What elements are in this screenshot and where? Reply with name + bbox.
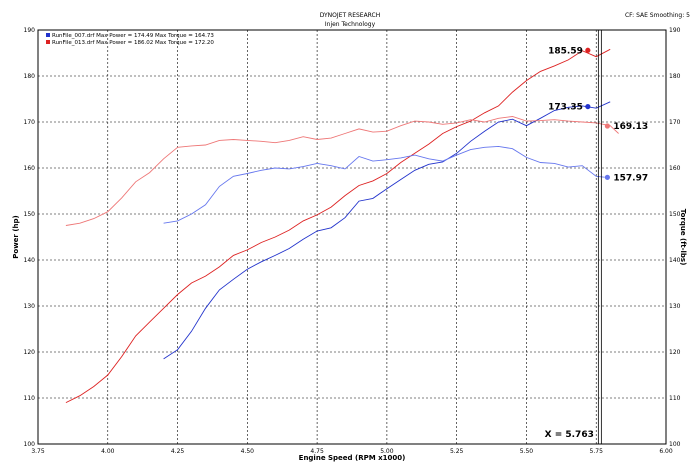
y-tick-label: 110 [24,395,36,402]
grid [38,30,666,444]
marker-label: 173.35 [548,103,583,113]
y2-tick-label: 100 [669,441,681,448]
x-tick-label: 3.75 [31,448,45,455]
x-tick-label: 5.75 [590,448,604,455]
header-subtitle: Injen Technology [325,21,376,28]
y2-axis-title: Torque (ft-lbs) [679,209,687,266]
header-settings: CF: SAE Smoothing: 5 [625,12,690,19]
y2-tick-label: 140 [669,257,681,264]
y-tick-label: 180 [24,73,36,80]
y-tick-label: 120 [24,349,36,356]
y-axis-title: Power (hp) [12,215,20,258]
x-tick-label: 5.25 [450,448,464,455]
x-tick-label: 4.25 [171,448,185,455]
y-tick-label: 150 [24,211,36,218]
legend-swatch-013 [46,40,50,44]
x-tick-label: 5.50 [520,448,534,455]
marker-dot [585,103,591,110]
legend-swatch-007 [46,33,50,37]
y2-tick-label: 170 [669,119,681,126]
series-line-runfile-013-drf-torque [65,116,619,226]
y-tick-label: 130 [24,303,36,310]
series-line-runfile-013-drf-power [65,48,611,404]
y-tick-label: 170 [24,119,36,126]
y2-tick-label: 160 [669,165,681,172]
y2-tick-label: 120 [669,349,681,356]
y-axis-ticks: 100 110 120 130 140 150 160 170 180 190 [24,27,36,448]
marker-label: 157.97 [613,173,648,183]
marker-dot [604,123,610,129]
marker-dot [585,47,591,53]
x-tick-label: 6.00 [659,448,673,455]
x-axis-title: Engine Speed (RPM x1000) [299,454,406,462]
cursor[interactable]: X = 5.763 [545,30,602,444]
y-tick-label: 160 [24,165,36,172]
y2-tick-label: 130 [669,303,681,310]
markers: 185.59 173.35 169.13 157.97 [548,46,648,183]
y2-tick-label: 190 [669,27,681,34]
x-axis-ticks: 3.75 4.00 4.25 4.50 4.75 5.00 5.25 5.50 5.75 6.00 [31,448,673,455]
y-tick-label: 100 [24,441,36,448]
x-tick-label: 5.00 [380,448,394,455]
series-line-runfile-007-drf-torque [163,145,605,224]
marker-label: 185.59 [548,46,583,56]
y-tick-label: 190 [24,27,36,34]
y2-tick-label: 110 [669,395,681,402]
marker-dot [604,174,610,180]
x-tick-label: 4.50 [241,448,255,455]
header-title: DYNOJET RESEARCH [320,12,381,19]
x-tick-label: 4.75 [310,448,324,455]
plot-area [37,29,667,445]
marker-label: 169.13 [613,122,648,132]
series-lines [65,48,619,404]
y2-axis-ticks: 100 110 120 130 140 150 160 170 180 190 [669,27,681,448]
cursor-label: X = 5.763 [545,430,594,440]
x-tick-label: 4.00 [101,448,115,455]
legend-entry-007: RunFile_007.drf Max Power = 174.49 Max T… [52,33,214,39]
y2-tick-label: 180 [669,73,681,80]
y-tick-label: 140 [24,257,36,264]
y2-tick-label: 150 [669,211,681,218]
legend-entry-013: RunFile_013.drf Max Power = 186.02 Max T… [52,40,214,46]
